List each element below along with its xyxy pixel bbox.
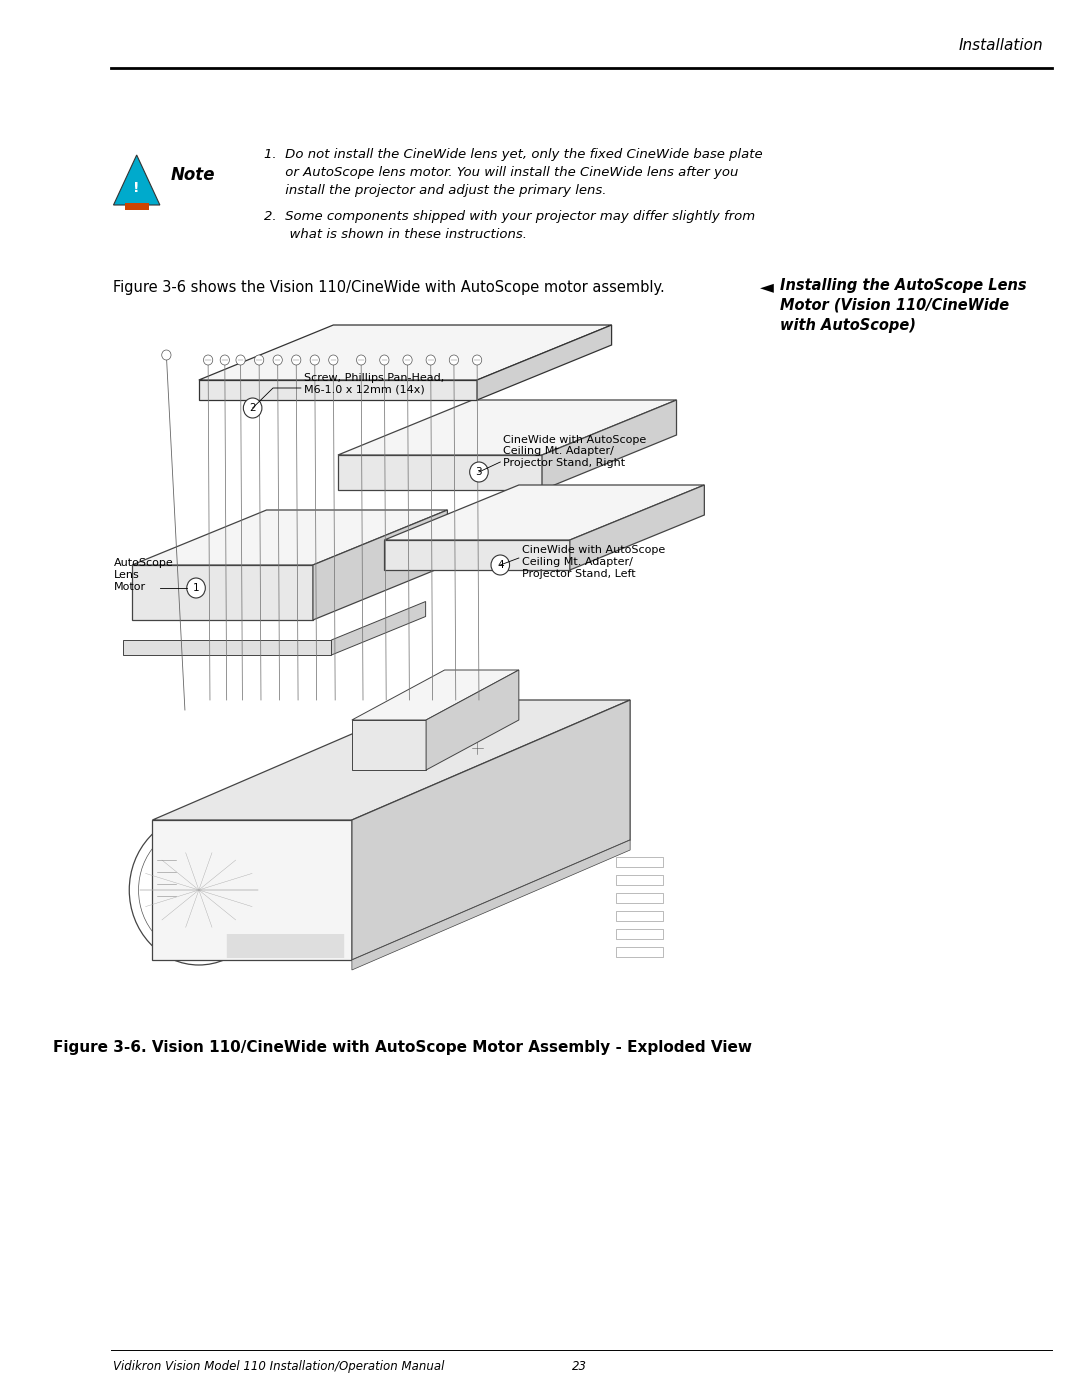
Text: Figure 3-6. Vision 110/CineWide with AutoScope Motor Assembly - Exploded View: Figure 3-6. Vision 110/CineWide with Aut…	[53, 1039, 753, 1055]
Polygon shape	[352, 700, 630, 960]
Text: Screw, Phillips Pan-Head,
M6-1.0 x 12mm (14x): Screw, Phillips Pan-Head, M6-1.0 x 12mm …	[303, 373, 444, 395]
Text: Vidikron Vision Model 110 Installation/Operation Manual: Vidikron Vision Model 110 Installation/O…	[113, 1361, 445, 1373]
Text: what is shown in these instructions.: what is shown in these instructions.	[264, 228, 527, 242]
Circle shape	[292, 355, 301, 365]
Bar	[435, 559, 446, 563]
Text: Installation: Installation	[958, 38, 1043, 53]
Polygon shape	[152, 700, 630, 820]
Circle shape	[187, 578, 205, 598]
Circle shape	[235, 355, 245, 365]
Polygon shape	[477, 326, 611, 400]
Text: 4: 4	[497, 560, 503, 570]
Polygon shape	[152, 820, 352, 960]
Polygon shape	[384, 485, 704, 541]
Text: Motor (Vision 110/CineWide: Motor (Vision 110/CineWide	[781, 298, 1010, 313]
Text: AutoScope
Lens
Motor: AutoScope Lens Motor	[113, 559, 173, 591]
Bar	[356, 476, 370, 482]
Polygon shape	[132, 510, 447, 564]
Bar	[532, 559, 544, 563]
Polygon shape	[124, 203, 149, 210]
Polygon shape	[352, 719, 427, 770]
Circle shape	[491, 555, 510, 576]
Circle shape	[220, 355, 229, 365]
Polygon shape	[199, 326, 611, 380]
Circle shape	[403, 355, 413, 365]
Text: Figure 3-6 shows the Vision 110/CineWide with AutoScope motor assembly.: Figure 3-6 shows the Vision 110/CineWide…	[113, 279, 665, 295]
Circle shape	[472, 355, 482, 365]
Polygon shape	[338, 400, 676, 455]
Bar	[468, 559, 478, 563]
Text: 23: 23	[571, 1361, 586, 1373]
Polygon shape	[332, 602, 426, 655]
Text: !: !	[134, 182, 140, 196]
Circle shape	[356, 355, 366, 365]
Circle shape	[243, 398, 262, 418]
Circle shape	[470, 740, 485, 756]
Text: install the projector and adjust the primary lens.: install the projector and adjust the pri…	[264, 184, 606, 197]
Text: 1: 1	[192, 583, 200, 592]
Text: ◄: ◄	[760, 278, 774, 296]
Polygon shape	[132, 564, 313, 620]
Text: CineWide with AutoScope
Ceiling Mt. Adapter/
Projector Stand, Right: CineWide with AutoScope Ceiling Mt. Adap…	[503, 434, 646, 468]
Bar	[500, 559, 512, 563]
Text: 2.  Some components shipped with your projector may differ slightly from: 2. Some components shipped with your pro…	[264, 210, 755, 224]
Polygon shape	[123, 640, 332, 655]
Text: 1.  Do not install the CineWide lens yet, only the fixed CineWide base plate: 1. Do not install the CineWide lens yet,…	[264, 148, 762, 161]
Bar	[505, 476, 518, 482]
Circle shape	[328, 355, 338, 365]
Polygon shape	[427, 671, 518, 770]
Text: CineWide with AutoScope
Ceiling Mt. Adapter/
Projector Stand, Left: CineWide with AutoScope Ceiling Mt. Adap…	[522, 545, 665, 578]
Circle shape	[380, 355, 389, 365]
Polygon shape	[338, 455, 542, 490]
Text: 3: 3	[475, 467, 483, 476]
Circle shape	[162, 351, 171, 360]
Circle shape	[470, 462, 488, 482]
Bar	[393, 476, 407, 482]
Polygon shape	[570, 485, 704, 570]
Circle shape	[449, 355, 459, 365]
Circle shape	[427, 355, 435, 365]
Polygon shape	[542, 400, 676, 490]
Text: Note: Note	[171, 166, 216, 184]
Circle shape	[203, 355, 213, 365]
Bar	[431, 476, 445, 482]
Polygon shape	[352, 671, 518, 719]
Polygon shape	[113, 155, 160, 205]
Bar	[468, 476, 482, 482]
Polygon shape	[384, 541, 570, 570]
Polygon shape	[352, 840, 630, 970]
Text: or AutoScope lens motor. You will install the CineWide lens after you: or AutoScope lens motor. You will instal…	[264, 166, 738, 179]
Text: Installing the AutoScope Lens: Installing the AutoScope Lens	[781, 278, 1027, 293]
Circle shape	[310, 355, 320, 365]
Text: with AutoScope): with AutoScope)	[781, 319, 916, 332]
Polygon shape	[199, 380, 477, 400]
Circle shape	[255, 355, 264, 365]
Text: 2: 2	[249, 402, 256, 414]
Circle shape	[273, 355, 282, 365]
Polygon shape	[313, 510, 447, 620]
Bar	[403, 559, 414, 563]
